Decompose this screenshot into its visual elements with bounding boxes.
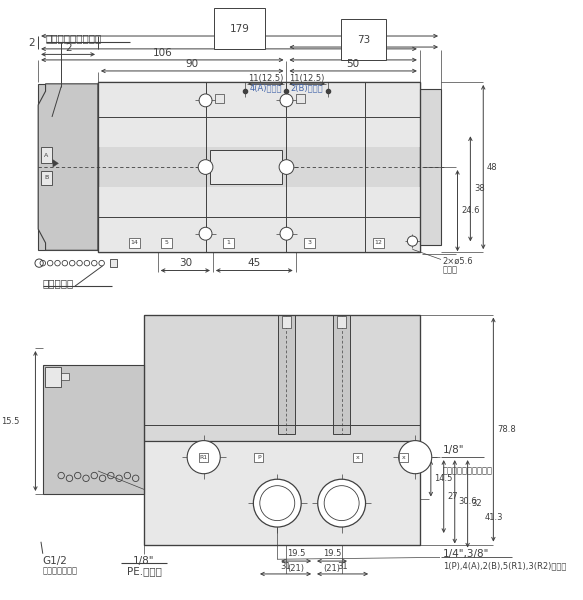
Text: 45: 45 bbox=[248, 258, 261, 268]
Polygon shape bbox=[38, 84, 98, 250]
Text: 19.5: 19.5 bbox=[287, 549, 305, 558]
Text: B: B bbox=[44, 175, 48, 179]
Bar bbox=[110, 259, 117, 267]
Bar bbox=[296, 94, 305, 103]
Text: 19.5: 19.5 bbox=[323, 549, 341, 558]
Text: 2(B)ポート: 2(B)ポート bbox=[291, 83, 324, 92]
Bar bbox=[61, 373, 69, 380]
Text: 14: 14 bbox=[131, 241, 139, 245]
Text: 11(12.5): 11(12.5) bbox=[248, 74, 283, 83]
Circle shape bbox=[187, 440, 220, 474]
Polygon shape bbox=[53, 160, 58, 167]
Bar bbox=[98, 187, 420, 252]
Circle shape bbox=[399, 440, 432, 474]
Bar bbox=[41, 171, 52, 185]
Text: 106: 106 bbox=[153, 47, 172, 58]
Text: 4(A)ポート: 4(A)ポート bbox=[250, 83, 282, 92]
Bar bbox=[210, 151, 282, 184]
Bar bbox=[129, 238, 141, 248]
Bar bbox=[43, 365, 144, 494]
Bar bbox=[282, 316, 291, 328]
Text: G1/2: G1/2 bbox=[43, 556, 68, 566]
Text: 32: 32 bbox=[471, 499, 482, 508]
Text: リード線取出口: リード線取出口 bbox=[43, 566, 78, 575]
Text: 24.6: 24.6 bbox=[461, 206, 480, 215]
Text: 73: 73 bbox=[357, 35, 370, 44]
Bar bbox=[304, 238, 315, 248]
Text: インジケータランプ: インジケータランプ bbox=[45, 33, 102, 43]
Text: 2×ø5.6: 2×ø5.6 bbox=[443, 257, 473, 266]
Bar bbox=[254, 452, 264, 462]
Text: 1/8": 1/8" bbox=[133, 556, 154, 566]
Bar bbox=[278, 314, 295, 434]
Text: 2: 2 bbox=[28, 38, 34, 49]
Bar bbox=[41, 147, 52, 163]
Text: 15.5: 15.5 bbox=[1, 416, 20, 425]
Text: (21): (21) bbox=[324, 564, 340, 573]
Bar bbox=[333, 314, 350, 434]
Bar bbox=[373, 238, 384, 248]
Bar bbox=[98, 82, 420, 252]
Text: 12: 12 bbox=[374, 241, 382, 245]
Text: 3: 3 bbox=[307, 241, 311, 245]
Circle shape bbox=[279, 160, 294, 175]
Text: 1/4",3/8": 1/4",3/8" bbox=[443, 549, 489, 559]
Bar bbox=[161, 238, 173, 248]
Circle shape bbox=[199, 227, 212, 240]
Bar bbox=[98, 82, 420, 252]
Circle shape bbox=[318, 479, 366, 527]
Text: 31: 31 bbox=[337, 562, 348, 571]
Text: 50: 50 bbox=[346, 59, 360, 68]
Bar bbox=[215, 94, 224, 103]
Text: R1: R1 bbox=[199, 455, 208, 460]
Circle shape bbox=[199, 94, 212, 107]
Bar bbox=[45, 367, 61, 387]
Bar bbox=[399, 452, 408, 462]
Text: PE.ポート: PE.ポート bbox=[127, 566, 161, 577]
Text: P: P bbox=[257, 455, 261, 460]
Text: 90: 90 bbox=[185, 59, 199, 68]
Text: 11(12.5): 11(12.5) bbox=[290, 74, 325, 83]
Text: 1/8": 1/8" bbox=[443, 445, 464, 455]
Bar bbox=[144, 314, 420, 545]
Circle shape bbox=[408, 236, 417, 246]
Text: 30.6: 30.6 bbox=[458, 497, 477, 506]
Text: マニュアル: マニュアル bbox=[43, 278, 74, 288]
Text: 30: 30 bbox=[179, 258, 192, 268]
Bar bbox=[144, 314, 420, 441]
Text: 1: 1 bbox=[227, 241, 230, 245]
Text: 48: 48 bbox=[487, 163, 497, 172]
Bar bbox=[420, 89, 441, 245]
Text: 41.3: 41.3 bbox=[484, 513, 503, 522]
Text: 外部パイロットポート: 外部パイロットポート bbox=[443, 466, 493, 475]
Circle shape bbox=[280, 94, 293, 107]
Circle shape bbox=[198, 160, 213, 175]
Bar bbox=[199, 452, 208, 462]
Text: 5: 5 bbox=[165, 241, 169, 245]
Text: 2: 2 bbox=[65, 43, 71, 53]
Text: x: x bbox=[356, 455, 359, 460]
Bar bbox=[38, 84, 98, 250]
Bar bbox=[98, 82, 420, 146]
Text: 1(P),4(A),2(B),5(R1),3(R2)ポート: 1(P),4(A),2(B),5(R1),3(R2)ポート bbox=[443, 561, 566, 570]
Circle shape bbox=[254, 479, 301, 527]
Bar bbox=[223, 238, 234, 248]
Text: 38: 38 bbox=[474, 184, 485, 193]
Text: 取付穴: 取付穴 bbox=[443, 265, 458, 274]
Text: 165: 165 bbox=[219, 37, 239, 47]
Bar bbox=[144, 441, 420, 545]
Text: 31: 31 bbox=[280, 562, 291, 571]
Bar bbox=[337, 316, 346, 328]
Text: 78.8: 78.8 bbox=[497, 425, 516, 434]
Bar bbox=[353, 452, 362, 462]
Circle shape bbox=[280, 227, 293, 240]
Text: (21): (21) bbox=[287, 564, 305, 573]
Text: 179: 179 bbox=[230, 23, 250, 34]
Text: 59: 59 bbox=[346, 47, 360, 58]
Text: x: x bbox=[401, 455, 405, 460]
Text: 14.5: 14.5 bbox=[434, 474, 453, 483]
Text: 27: 27 bbox=[447, 492, 458, 501]
Text: A: A bbox=[44, 152, 48, 158]
